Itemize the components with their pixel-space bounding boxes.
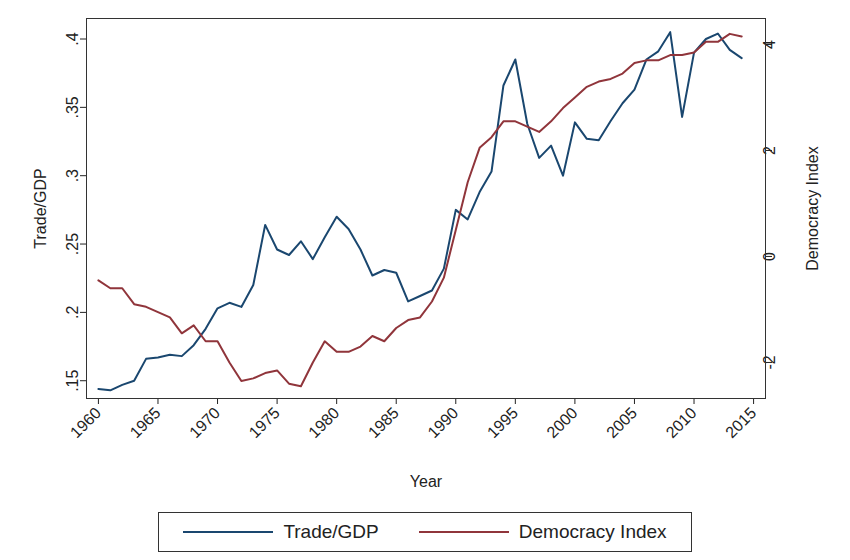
svg-text:1990: 1990 (424, 404, 461, 441)
html-text:Democracy Index: Democracy Index (518, 521, 667, 542)
svg-text:.35: .35 (64, 96, 81, 118)
svg-text:Trade/GDP: Trade/GDP (32, 168, 49, 248)
svg-text:.3: .3 (64, 169, 81, 182)
svg-text:-2: -2 (761, 355, 778, 369)
svg-text:2015: 2015 (722, 404, 759, 441)
svg-text:1985: 1985 (365, 404, 402, 441)
svg-text:2: 2 (761, 146, 778, 155)
svg-text:1980: 1980 (305, 404, 342, 441)
svg-text:1965: 1965 (127, 404, 164, 441)
html-text:Trade/GDP: Trade/GDP (283, 521, 379, 542)
svg-text:1960: 1960 (67, 404, 104, 441)
svg-text:Year: Year (410, 473, 443, 490)
svg-text:2000: 2000 (543, 404, 580, 441)
svg-text:1975: 1975 (246, 404, 283, 441)
svg-text:Democracy Index: Democracy Index (804, 146, 821, 271)
svg-text:.25: .25 (64, 233, 81, 255)
svg-text:4: 4 (761, 40, 778, 49)
svg-text:.15: .15 (64, 370, 81, 392)
svg-text:.2: .2 (64, 306, 81, 319)
svg-text:1995: 1995 (484, 404, 521, 441)
svg-text:2005: 2005 (603, 404, 640, 441)
svg-text:.4: .4 (64, 32, 81, 45)
svg-text:1970: 1970 (186, 404, 223, 441)
svg-text:0: 0 (761, 252, 778, 261)
svg-text:2010: 2010 (663, 404, 700, 441)
